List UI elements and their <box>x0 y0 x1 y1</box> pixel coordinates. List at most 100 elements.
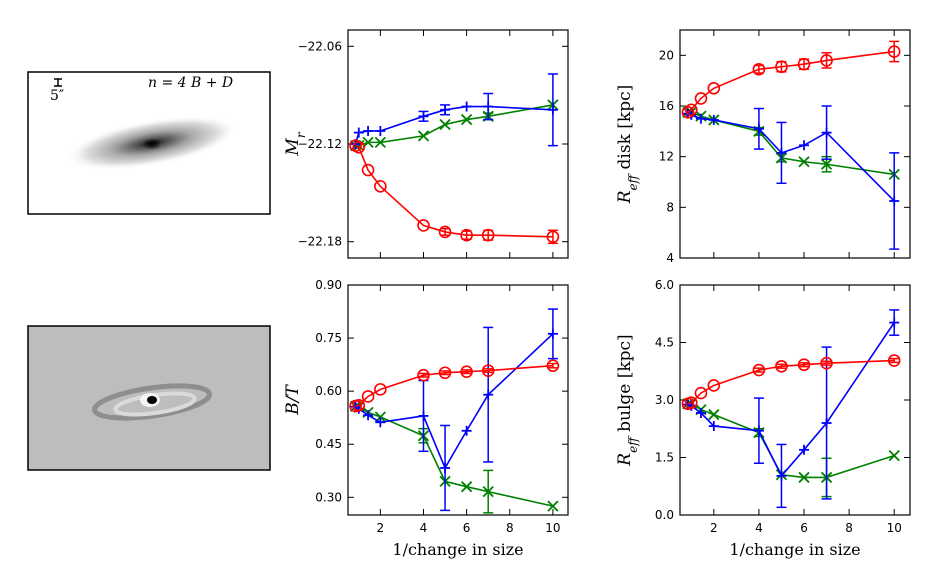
data-point <box>417 368 430 382</box>
data-point <box>753 123 764 134</box>
y-tick-label: 0.30 <box>315 490 342 504</box>
series-line <box>687 322 895 478</box>
data-point <box>482 486 494 498</box>
data-point <box>352 399 366 412</box>
data-point <box>775 359 788 373</box>
y-tick-label: 1.5 <box>655 451 674 465</box>
error-bar <box>547 362 558 369</box>
y-tick-label: 4.5 <box>655 336 674 350</box>
y-tick-label: 3.0 <box>655 393 674 407</box>
axes-frame <box>347 284 569 516</box>
data-point <box>440 104 451 115</box>
data-point <box>775 60 788 74</box>
y-axis-label: Reff bulge [kpc] <box>615 334 640 466</box>
series-1 <box>682 398 900 498</box>
data-point <box>798 156 810 168</box>
error-bar <box>753 367 764 373</box>
y-axis-label: Reff disk [kpc] <box>615 85 640 205</box>
series-line <box>687 50 895 113</box>
axes-frame <box>347 29 569 259</box>
data-point <box>820 158 833 170</box>
x-tick-label: 4 <box>755 521 763 535</box>
data-point <box>460 113 473 126</box>
data-point <box>374 180 387 193</box>
data-point <box>694 386 708 400</box>
plot-area <box>681 40 901 250</box>
y-tick-label: −22.18 <box>298 235 342 249</box>
series-line <box>355 144 553 238</box>
y-tick-label: −22.06 <box>298 39 342 53</box>
x-tick-label: 8 <box>506 521 514 535</box>
y-tick-label: 0.0 <box>655 508 674 522</box>
data-point <box>797 57 811 71</box>
series-0 <box>349 139 560 245</box>
data-point <box>439 118 451 131</box>
data-point <box>820 356 833 370</box>
chart-rdisk: 4 8 12 16 20 Reff disk [kpc] <box>615 29 911 265</box>
series-line <box>355 104 554 147</box>
data-point <box>797 358 811 372</box>
data-point <box>681 106 695 119</box>
data-point <box>776 147 787 158</box>
series-2 <box>682 105 900 250</box>
data-point <box>776 470 787 481</box>
data-point <box>438 366 452 380</box>
y-tick-label: 8 <box>666 200 674 214</box>
data-point <box>363 410 374 421</box>
data-point <box>481 364 495 377</box>
series-0 <box>681 40 901 119</box>
data-point <box>695 408 706 419</box>
data-point <box>684 396 698 409</box>
data-point <box>481 228 495 242</box>
x-tick-label: 2 <box>710 521 718 535</box>
error-bar <box>821 360 832 366</box>
series-0 <box>681 354 901 411</box>
x-axis-label: 1/change in size <box>392 540 523 559</box>
data-point <box>461 425 472 436</box>
galaxy-image: 5″ n = 4 B + D <box>27 71 271 215</box>
data-point <box>361 163 375 177</box>
series-line <box>355 333 554 470</box>
data-point <box>417 219 430 232</box>
data-point <box>708 114 719 125</box>
plot-area <box>349 308 560 514</box>
y-axis-label: Mr <box>283 131 308 156</box>
model-label: n = 4 B + D <box>148 75 233 91</box>
data-point <box>547 328 558 339</box>
error-bar <box>483 368 494 374</box>
series-1 <box>682 106 900 181</box>
series-line <box>687 112 895 202</box>
data-point <box>887 45 901 58</box>
y-tick-label: 16 <box>659 99 674 113</box>
error-bar <box>776 363 787 369</box>
plot-area <box>681 309 901 509</box>
x-tick-label: 10 <box>887 521 902 535</box>
x-tick-label: 6 <box>800 521 808 535</box>
error-bar <box>547 229 558 245</box>
residual-image <box>27 325 271 471</box>
y-tick-label: 0.90 <box>315 278 342 292</box>
axes-frame <box>679 284 911 516</box>
chart-rbulge: 2 4 6 8 10 0.0 1.5 3.0 4.5 6.0 Reff bulge [kpc] 1/c… <box>615 278 911 559</box>
y-tick-label: 0.60 <box>315 384 342 398</box>
series-2 <box>350 308 558 512</box>
data-point <box>798 471 810 484</box>
y-tick-label: 4 <box>666 251 674 265</box>
data-point <box>438 225 452 239</box>
series-2 <box>682 309 900 509</box>
y-axis-label: B/T <box>283 384 303 416</box>
data-point <box>821 418 832 428</box>
x-axis-label: 1/change in size <box>729 540 860 559</box>
data-point <box>684 103 698 117</box>
data-point <box>483 101 494 112</box>
data-point <box>821 127 832 138</box>
scale-bar-icon <box>54 78 62 87</box>
data-point <box>889 196 900 206</box>
series-1 <box>349 400 559 514</box>
chart-bt: 2 4 6 8 10 0.30 0.45 0.60 0.75 0.90 B/T 1/change in… <box>283 278 569 559</box>
data-point <box>460 228 473 242</box>
axes-frame <box>679 29 911 259</box>
data-point <box>418 111 429 122</box>
data-point <box>460 365 473 378</box>
